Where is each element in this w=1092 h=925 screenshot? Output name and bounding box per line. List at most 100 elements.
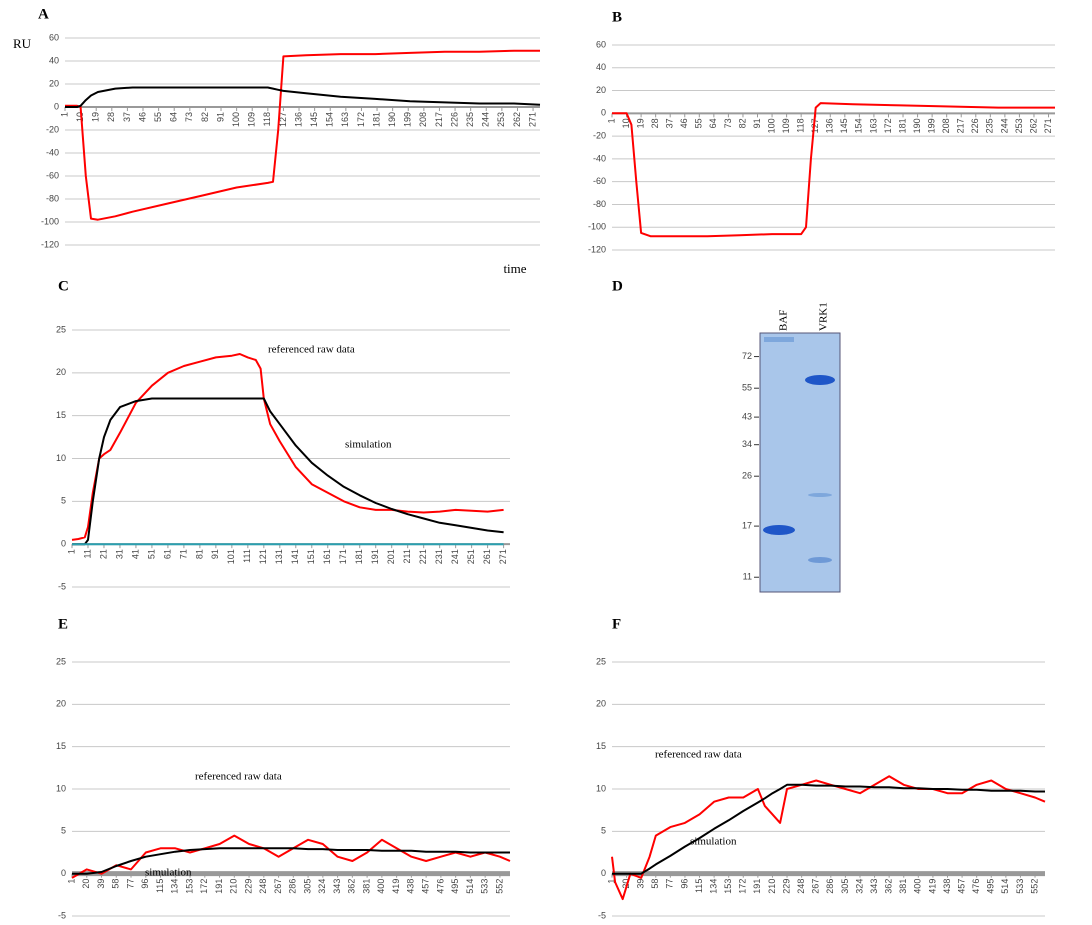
- y-tick-label: -40: [593, 153, 606, 163]
- y-tick-label: 40: [596, 62, 606, 72]
- x-tick-label: 190: [387, 112, 397, 127]
- x-tick-label: 151: [306, 549, 316, 564]
- y-tick-label: 5: [61, 496, 66, 506]
- y-tick-label: 10: [596, 783, 606, 793]
- y-tick-label: 0: [54, 101, 59, 111]
- y-tick-label: 15: [596, 741, 606, 751]
- x-tick-label: 191: [752, 879, 762, 894]
- x-tick-label: 37: [665, 118, 675, 128]
- gel-band: [805, 375, 835, 385]
- data-line: [65, 88, 540, 108]
- x-tick-label: 11: [82, 549, 92, 558]
- x-tick-label: 495: [986, 879, 996, 894]
- x-tick-label: 181: [354, 549, 364, 564]
- x-tick-label: 248: [796, 879, 806, 894]
- gel-band: [808, 557, 832, 563]
- x-tick-label: 476: [971, 879, 981, 894]
- marker-label: 43: [742, 411, 752, 421]
- x-tick-label: 181: [897, 118, 907, 133]
- x-tick-label: 134: [708, 879, 718, 894]
- y-axis-label: RU: [13, 36, 32, 51]
- x-tick-label: 118: [262, 112, 272, 126]
- annotation: simulation: [690, 836, 737, 848]
- x-tick-label: 210: [229, 879, 239, 894]
- gel-image: [760, 333, 840, 592]
- y-tick-label: -100: [588, 222, 606, 232]
- y-tick-label: 20: [596, 699, 606, 709]
- x-tick-label: 271: [527, 112, 537, 127]
- y-tick-label: -120: [41, 239, 59, 249]
- data-line: [612, 785, 1045, 874]
- gel-band: [763, 525, 795, 535]
- y-tick-label: 20: [596, 85, 606, 95]
- x-tick-label: 28: [106, 112, 116, 122]
- x-tick-label: 51: [146, 549, 156, 559]
- y-tick-label: -5: [58, 910, 66, 920]
- x-tick-label: 141: [290, 549, 300, 564]
- gel-band: [808, 493, 832, 497]
- x-tick-label: 231: [434, 549, 444, 564]
- x-tick-label: 400: [913, 879, 923, 894]
- x-tick-label: 118: [796, 118, 806, 132]
- x-tick-label: 154: [325, 112, 335, 127]
- x-tick-label: 244: [481, 112, 491, 127]
- x-tick-label: 229: [243, 879, 253, 894]
- x-tick-label: 172: [356, 112, 366, 127]
- y-tick-label: 20: [56, 699, 66, 709]
- x-tick-label: 82: [737, 118, 747, 128]
- y-tick-label: -5: [58, 581, 66, 591]
- panel-title: A: [38, 6, 49, 22]
- data-line: [72, 399, 504, 545]
- x-tick-label: 28: [650, 118, 660, 128]
- x-tick-label: 163: [340, 112, 350, 127]
- x-tick-label: 134: [170, 879, 180, 894]
- x-tick-label: 39: [636, 879, 646, 889]
- x-tick-label: 533: [1015, 879, 1025, 894]
- x-tick-label: 217: [956, 118, 966, 133]
- x-tick-label: 552: [494, 879, 504, 894]
- y-tick-label: -40: [46, 147, 59, 157]
- x-tick-label: 58: [111, 879, 121, 889]
- x-tick-label: 121: [258, 549, 268, 564]
- x-tick-label: 495: [450, 879, 460, 894]
- x-tick-label: 262: [1028, 118, 1038, 133]
- marker-label: 17: [742, 520, 752, 530]
- panel-title: F: [612, 616, 621, 632]
- marker-label: 34: [742, 439, 752, 449]
- x-tick-label: 208: [418, 112, 428, 127]
- y-tick-label: 10: [56, 783, 66, 793]
- x-tick-label: 221: [418, 549, 428, 564]
- x-tick-label: 73: [184, 112, 194, 122]
- annotation: simulation: [145, 867, 192, 879]
- x-tick-label: 37: [122, 112, 132, 122]
- marker-label: 55: [742, 383, 752, 393]
- x-tick-label: 400: [376, 879, 386, 894]
- y-tick-label: 25: [596, 656, 606, 666]
- y-tick-label: -5: [598, 910, 606, 920]
- x-tick-label: 19: [635, 118, 645, 128]
- x-tick-label: 476: [435, 879, 445, 894]
- y-tick-label: 0: [61, 539, 66, 549]
- gel-band: [764, 337, 794, 342]
- x-tick-label: 91: [752, 118, 762, 128]
- y-tick-label: 60: [596, 39, 606, 49]
- x-tick-label: 10: [75, 112, 85, 122]
- lane-label: VRK1: [818, 302, 830, 331]
- x-axis-label: time: [503, 261, 526, 276]
- x-tick-label: 131: [274, 549, 284, 564]
- x-tick-label: 82: [200, 112, 210, 122]
- x-tick-label: 136: [825, 118, 835, 133]
- panel-title: E: [58, 616, 68, 632]
- x-tick-label: 39: [96, 879, 106, 889]
- x-tick-label: 191: [214, 879, 224, 894]
- x-tick-label: 172: [738, 879, 748, 894]
- x-tick-label: 145: [309, 112, 319, 127]
- x-tick-label: 211: [402, 549, 412, 563]
- y-tick-label: 5: [601, 826, 606, 836]
- marker-label: 72: [742, 351, 752, 361]
- x-tick-label: 172: [199, 879, 209, 894]
- x-tick-label: 1: [59, 112, 69, 117]
- x-tick-label: 271: [1043, 118, 1053, 133]
- x-tick-label: 111: [242, 549, 252, 563]
- x-tick-label: 248: [258, 879, 268, 894]
